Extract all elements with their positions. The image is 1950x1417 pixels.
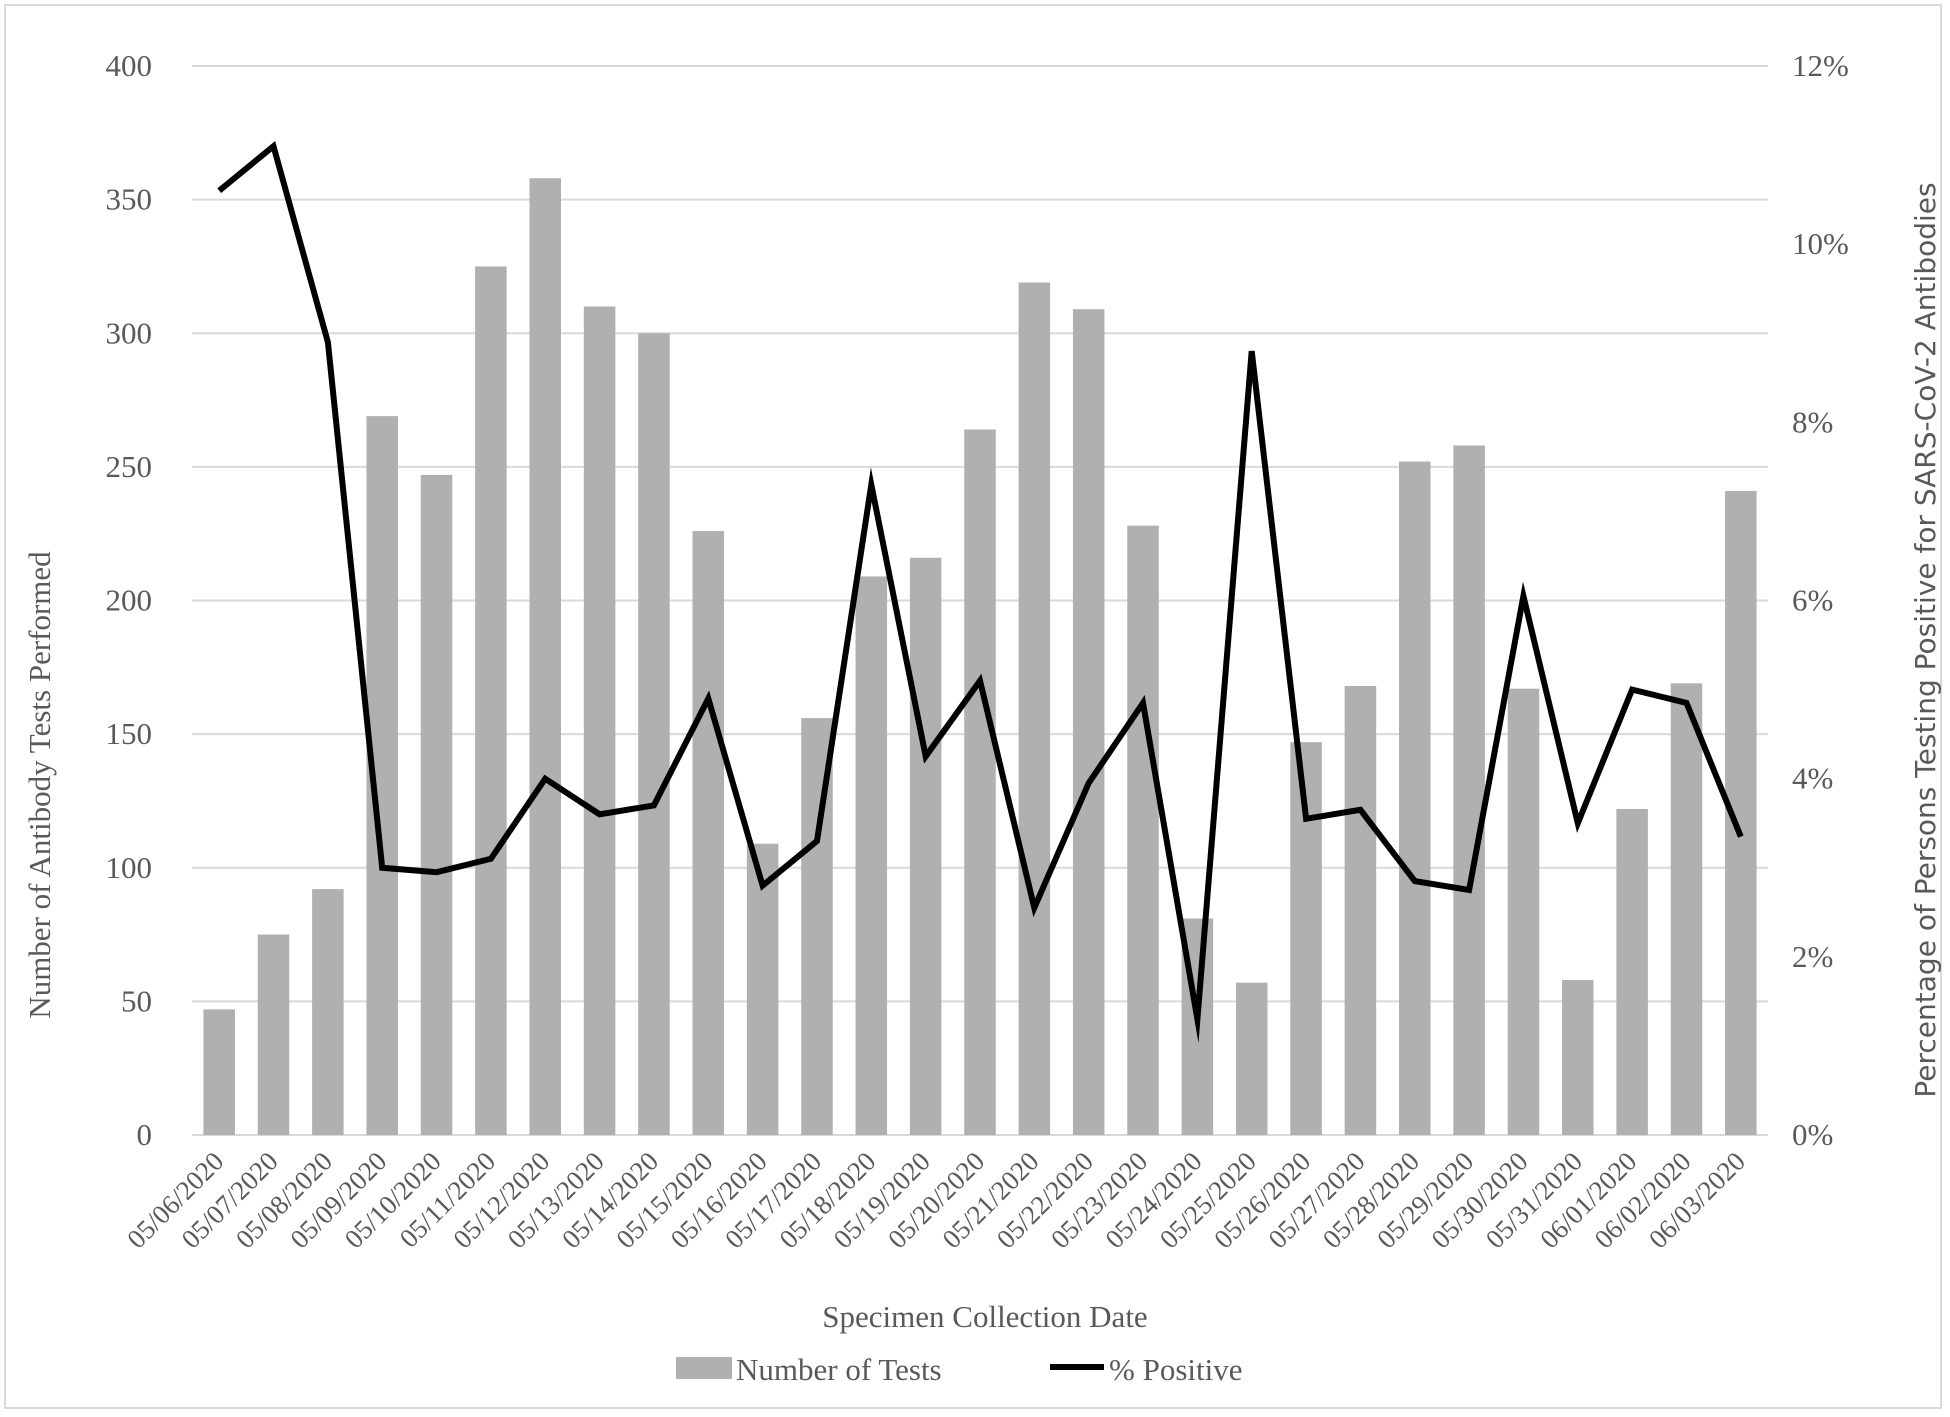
- y-right-tick-label: 8%: [1792, 404, 1833, 439]
- bar: [583, 306, 616, 1135]
- bar: [909, 557, 942, 1135]
- y-left-tick-label: 0: [137, 1117, 153, 1152]
- bar: [1507, 688, 1540, 1135]
- y-left-tick-label: 150: [106, 716, 153, 751]
- y-axis-left-ticks: 0 50 100 150 200 250 300 350 400: [106, 48, 153, 1152]
- bar: [420, 474, 453, 1136]
- x-axis-ticks: 05/06/202005/07/202005/08/202005/09/2020…: [121, 1146, 1751, 1254]
- bar: [203, 1009, 235, 1135]
- y-left-tick-label: 200: [106, 583, 153, 618]
- bar: [1670, 683, 1703, 1135]
- legend-label-tests: Number of Tests: [736, 1352, 942, 1387]
- y-axis-left-label: Number of Antibody Tests Performed: [22, 551, 57, 1019]
- y-left-tick-label: 350: [106, 182, 153, 217]
- legend-label-positive: % Positive: [1109, 1352, 1242, 1387]
- y-axis-right-label: Percentage of Persons Testing Positive f…: [1909, 182, 1942, 1097]
- y-right-tick-label: 0%: [1792, 1117, 1833, 1152]
- bar: [692, 531, 725, 1135]
- bar: [964, 429, 996, 1136]
- legend: Number of Tests % Positive: [676, 1352, 1242, 1387]
- x-axis-label: Specimen Collection Date: [822, 1299, 1147, 1334]
- bar: [257, 934, 290, 1135]
- y-left-tick-label: 300: [106, 315, 153, 350]
- bar: [475, 266, 507, 1135]
- y-axis-right-ticks: 0% 2% 4% 6% 8% 10% 12%: [1792, 48, 1849, 1152]
- positive-rate-line: [217, 140, 1744, 1044]
- bar: [746, 843, 779, 1135]
- bar: [1616, 808, 1648, 1135]
- y-right-tick-label: 6%: [1792, 583, 1833, 618]
- y-left-tick-label: 400: [106, 48, 153, 83]
- bar: [855, 576, 888, 1135]
- bar: [638, 333, 670, 1135]
- bar: [1072, 309, 1105, 1135]
- bar: [1235, 982, 1268, 1135]
- y-right-tick-label: 2%: [1792, 939, 1833, 974]
- y-right-tick-label: 12%: [1792, 48, 1849, 83]
- bar: [1127, 525, 1159, 1135]
- bar-series: [203, 178, 1757, 1136]
- y-left-tick-label: 50: [121, 983, 152, 1018]
- bar: [1344, 686, 1377, 1135]
- bar: [1453, 445, 1485, 1135]
- bar: [312, 889, 344, 1135]
- bar: [1562, 979, 1594, 1135]
- y-left-tick-label: 250: [106, 449, 153, 484]
- line-series: [217, 140, 1744, 1044]
- y-right-tick-label: 10%: [1792, 226, 1849, 261]
- y-right-tick-label: 4%: [1792, 761, 1833, 796]
- y-left-tick-label: 100: [106, 850, 153, 885]
- bar: [1018, 282, 1051, 1135]
- bar: [1398, 461, 1431, 1135]
- bar: [529, 178, 562, 1135]
- legend-swatch-tests: [676, 1357, 732, 1379]
